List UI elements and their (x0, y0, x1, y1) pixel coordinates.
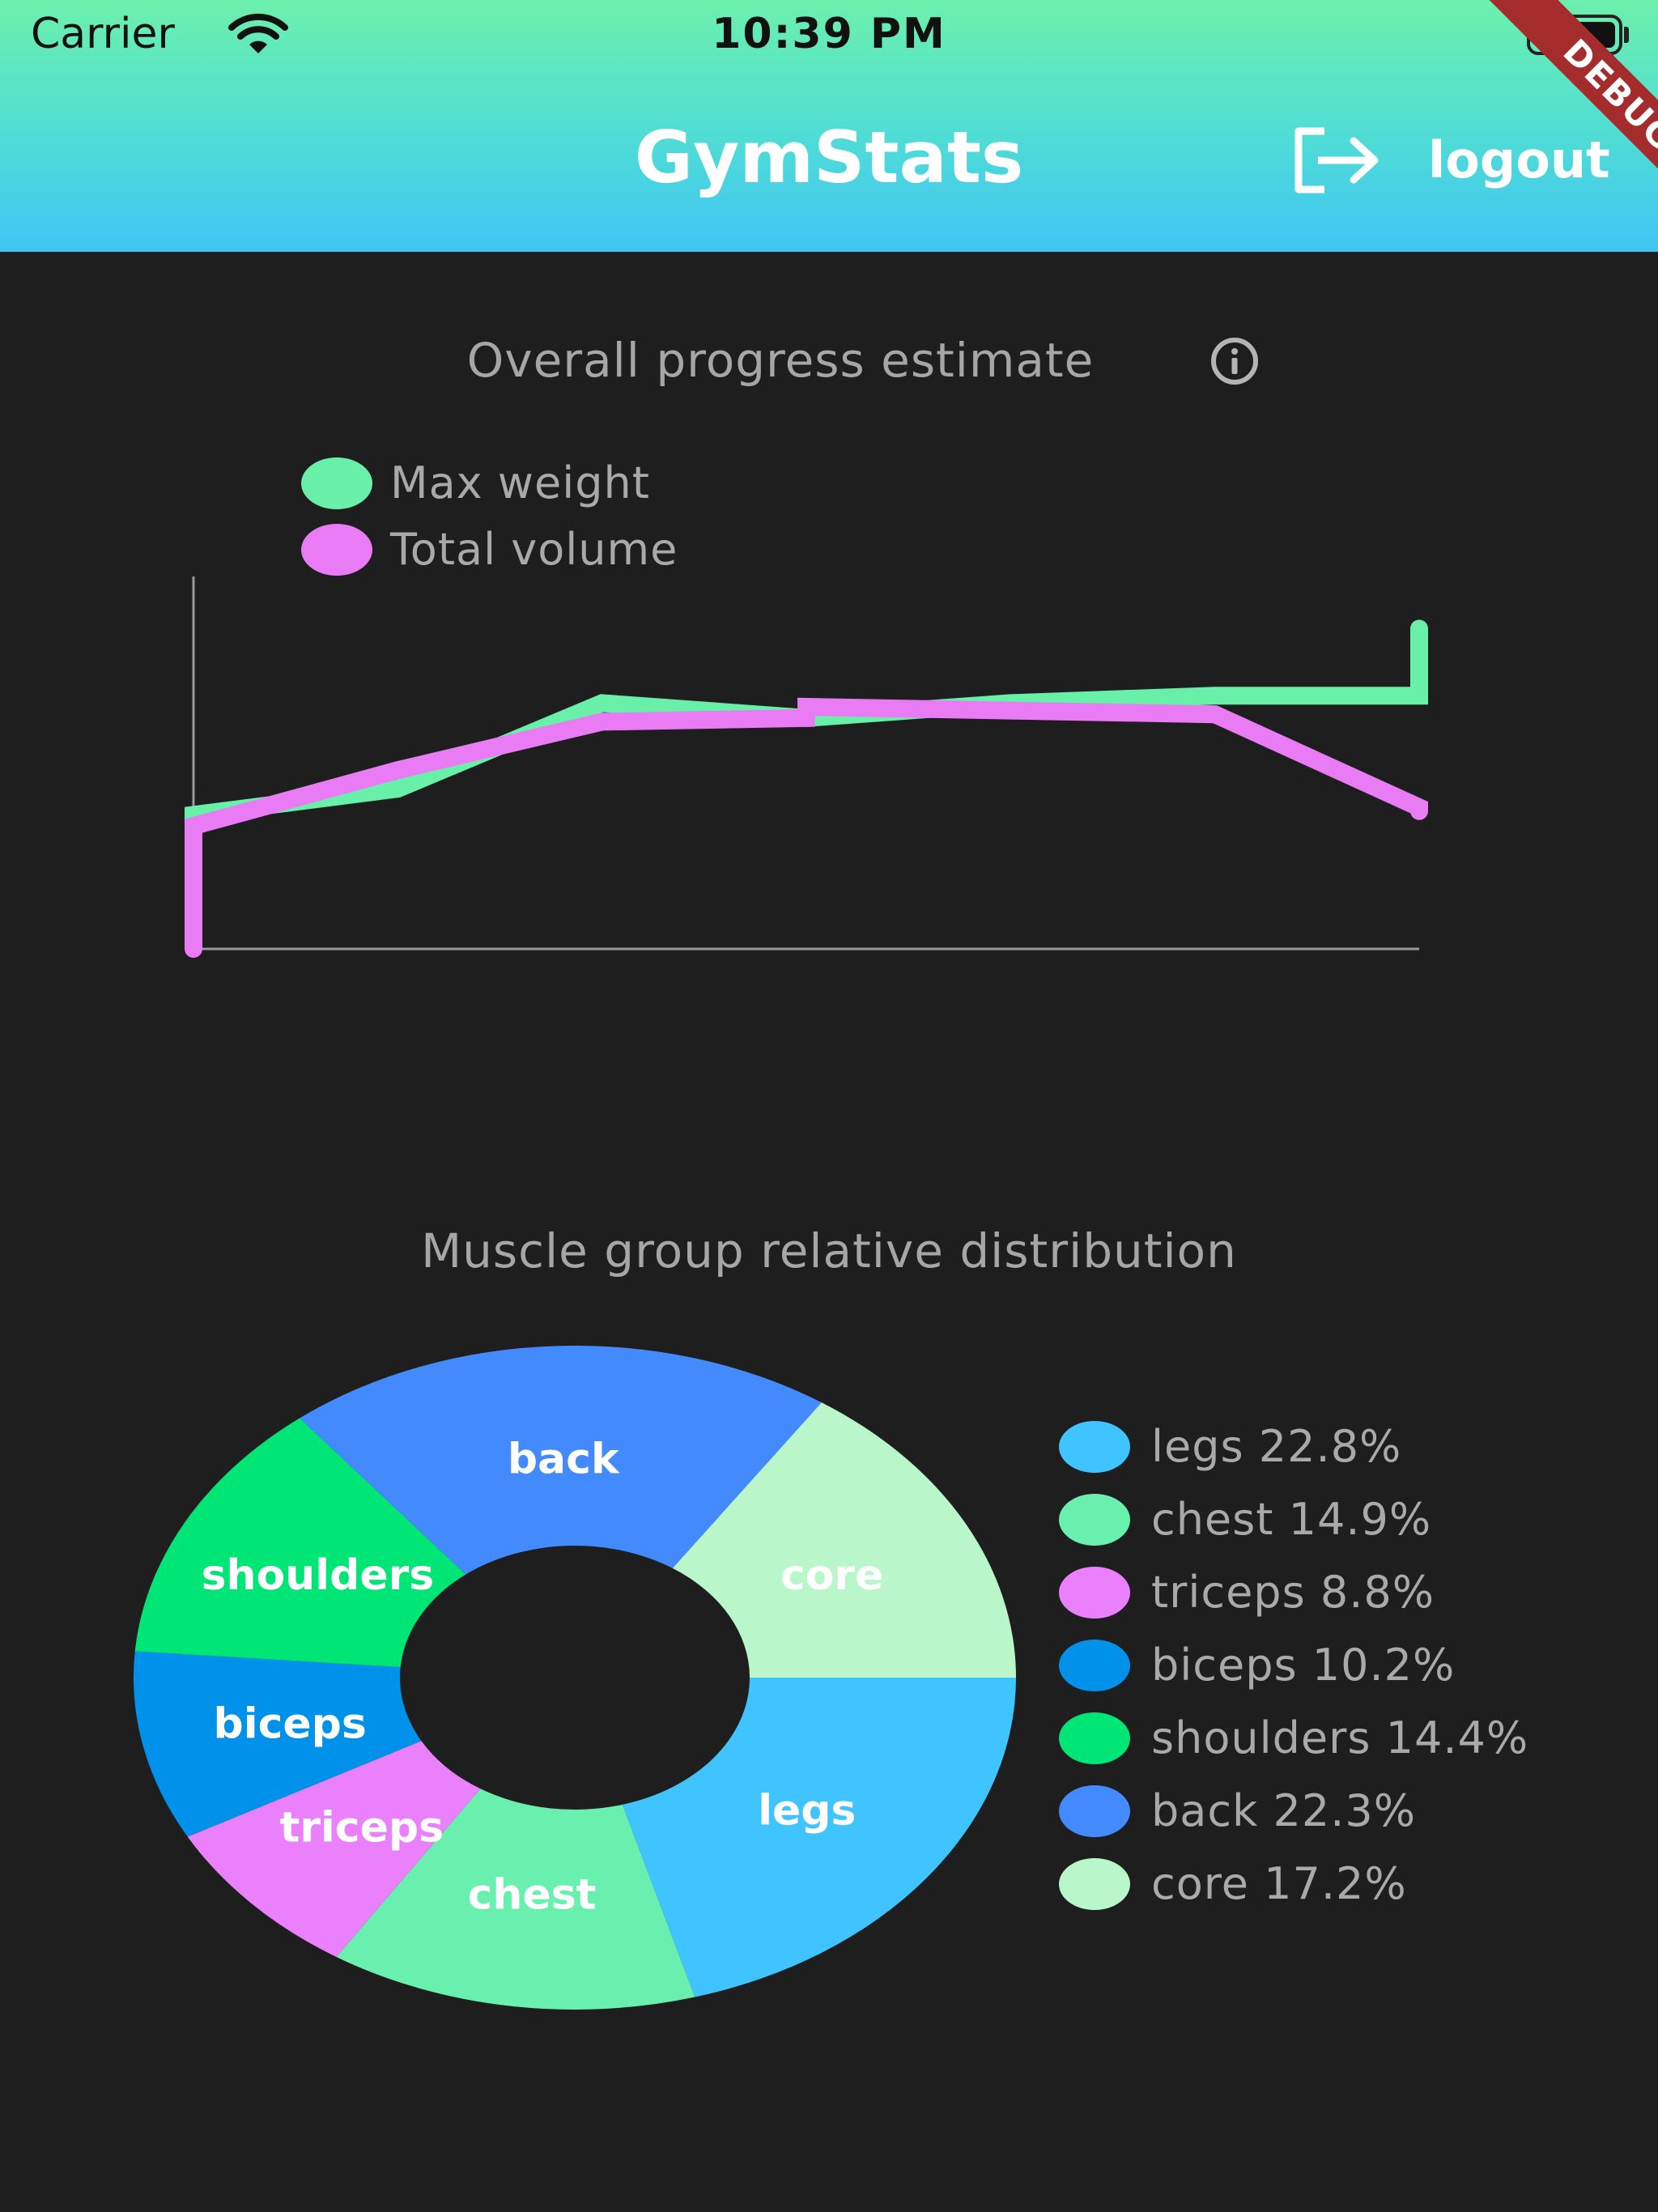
data-point-max-weight-3 (597, 698, 607, 708)
pie-label-triceps: triceps (279, 1803, 444, 1852)
carrier-label: Carrier (31, 10, 175, 58)
data-point-total-volume-0 (189, 944, 198, 954)
logout-label: logout (1428, 130, 1610, 189)
data-point-total-volume-6 (1005, 705, 1016, 716)
series-line-total-volume (185, 697, 1428, 958)
pie-label-back: back (508, 1436, 620, 1484)
pie-legend-dot-biceps (1059, 1640, 1130, 1691)
pie-legend-dot-shoulders (1059, 1712, 1130, 1764)
pie-label-legs: legs (758, 1786, 856, 1835)
pie-legend-item-biceps: biceps 10.2% (1059, 1640, 1626, 1712)
data-point-max-weight-7 (1414, 691, 1424, 701)
pie-legend-dot-legs (1059, 1421, 1130, 1473)
data-point-total-volume-3 (597, 717, 607, 727)
pie-label-biceps: biceps (214, 1699, 367, 1748)
legend-label-total-volume: Total volume (390, 524, 678, 575)
clock: 10:39 PM (712, 10, 946, 58)
battery-tip (1624, 27, 1629, 43)
pie-legend-dot-back (1059, 1785, 1130, 1837)
pie-label-chest: chest (468, 1871, 597, 1920)
pie-slice-core (672, 1402, 1016, 1678)
data-point-total-volume-7 (1209, 709, 1220, 720)
pie-slice-back (300, 1346, 822, 1575)
distribution-title: Muscle group relative distribution (421, 1223, 1237, 1278)
data-point-total-volume-2 (393, 765, 403, 776)
pie-legend-item-core: core 17.2% (1059, 1858, 1626, 1931)
pie-legend-item-shoulders: shoulders 14.4% (1059, 1712, 1626, 1785)
legend-dot-total-volume (301, 524, 372, 576)
progress-title-row: Overall progress estimate (0, 332, 1658, 389)
logout-button[interactable]: logout (1289, 121, 1629, 202)
progress-title: Overall progress estimate (466, 333, 1095, 388)
logout-icon (1295, 127, 1379, 194)
pie-legend-label-core: core 17.2% (1151, 1858, 1407, 1909)
pie-legend-label-back: back 22.3% (1151, 1785, 1417, 1836)
pie-slice-chest (336, 1789, 695, 2010)
pie-legend-label-shoulders: shoulders 14.4% (1151, 1712, 1529, 1763)
pie-legend: legs 22.8% chest 14.9% triceps 8.8% biceps … (1059, 1421, 1626, 1931)
data-point-total-volume-1 (189, 821, 198, 832)
info-icon[interactable] (1200, 334, 1269, 388)
pie-legend-item-triceps: triceps 8.8% (1059, 1567, 1626, 1640)
pie-legend-item-back: back 22.3% (1059, 1785, 1626, 1858)
pie-legend-label-chest: chest 14.9% (1151, 1494, 1432, 1545)
wifi-icon (228, 13, 288, 53)
pie-slice-shoulders (134, 1418, 466, 1668)
pie-slice-biceps (133, 1651, 422, 1837)
pie-legend-dot-chest (1059, 1494, 1130, 1546)
pie-legend-dot-core (1059, 1858, 1130, 1910)
pie-label-shoulders: shoulders (202, 1551, 435, 1600)
pie-legend-label-biceps: biceps 10.2% (1151, 1640, 1456, 1691)
pie-legend-item-legs: legs 22.8% (1059, 1421, 1626, 1494)
data-point-total-volume-4 (801, 713, 811, 723)
pie-legend-label-legs: legs 22.8% (1151, 1421, 1402, 1472)
legend-label-max-weight: Max weight (390, 457, 650, 508)
pie-slice-triceps (187, 1741, 481, 1957)
data-point-total-volume-5 (801, 702, 811, 712)
data-point-max-weight-8 (1414, 623, 1424, 634)
data-point-max-weight-2 (393, 784, 403, 794)
data-point-max-weight-6 (1209, 691, 1220, 701)
pie-legend-item-chest: chest 14.9% (1059, 1494, 1626, 1567)
pie-label-core: core (780, 1551, 883, 1600)
data-point-total-volume-9 (1414, 806, 1424, 816)
legend-dot-max-weight (301, 457, 372, 509)
pie-legend-label-triceps: triceps 8.8% (1151, 1567, 1435, 1618)
pie-legend-dot-triceps (1059, 1567, 1130, 1619)
pie-slice-legs (622, 1678, 1016, 1997)
progress-line-chart (185, 576, 1428, 958)
app-title: GymStats (634, 116, 1024, 199)
app-bar: Carrier 10:39 PM GymStats logout DEBUG (0, 0, 1658, 252)
